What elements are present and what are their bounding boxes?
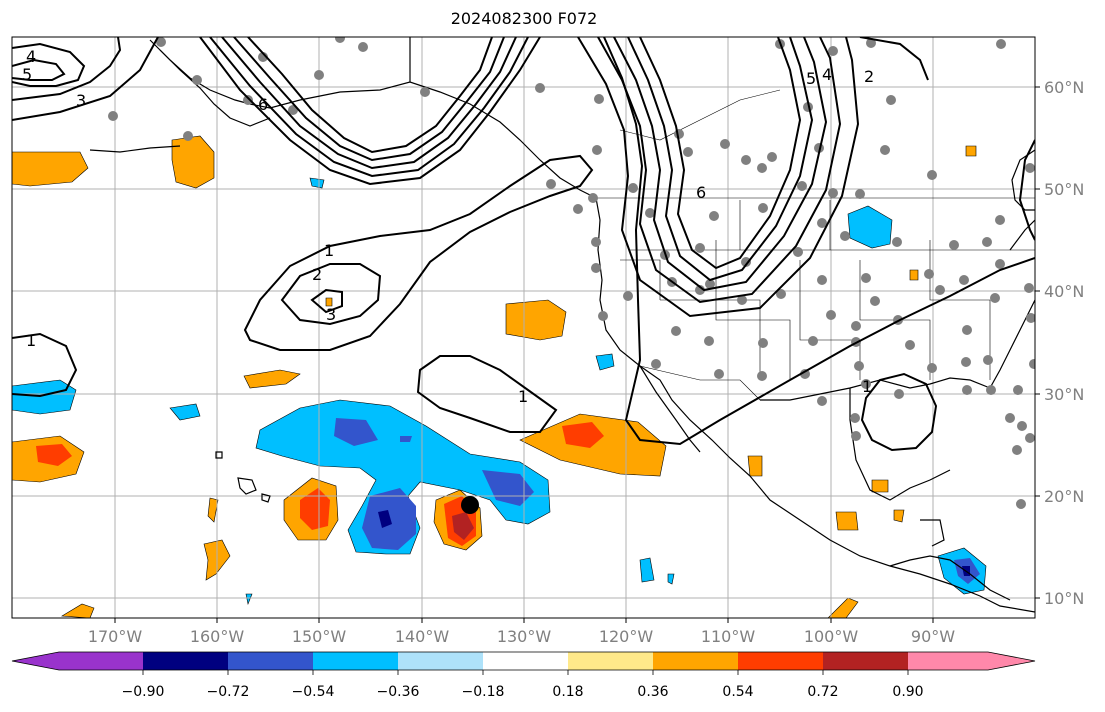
storm-position-marker — [461, 496, 479, 514]
lat-label: 60°N — [1044, 78, 1084, 97]
latitude-axis: 60°N 50°N 40°N 30°N 20°N 10°N — [1035, 78, 1084, 608]
lon-label: 90°W — [911, 627, 955, 646]
lon-label: 160°W — [190, 627, 245, 646]
contour-label: 6 — [258, 95, 268, 114]
colorbar-tick-label: 0.72 — [807, 684, 838, 700]
contour-label: 6 — [696, 183, 706, 202]
colorbar-tick-label: −0.54 — [292, 684, 335, 700]
contour-lines — [12, 37, 1035, 452]
colorbar-segment — [738, 652, 824, 670]
contour-label: 5 — [806, 69, 816, 88]
lat-label: 40°N — [1044, 282, 1084, 301]
colorbar: −0.90 −0.72 −0.54 −0.36 −0.18 0.18 0.36 … — [11, 651, 1036, 700]
graticule — [12, 37, 1035, 618]
colorbar-tick-label: −0.72 — [207, 684, 250, 700]
colorbar-tick-label: −0.90 — [122, 684, 165, 700]
lon-label: 130°W — [497, 627, 552, 646]
colorbar-tick-label: 0.36 — [637, 684, 668, 700]
colorbar-segment — [823, 652, 909, 670]
contour-label: 5 — [22, 65, 32, 84]
lat-label: 50°N — [1044, 180, 1084, 199]
colorbar-segment — [59, 652, 144, 670]
colorbar-tick-label: 0.54 — [722, 684, 753, 700]
contour-label: 1 — [324, 241, 334, 260]
colorbar-segment — [398, 652, 484, 670]
coastlines — [89, 37, 1035, 613]
contour-label: 2 — [312, 265, 322, 284]
contour-label: 3 — [326, 305, 336, 324]
colorbar-tick-label: 0.18 — [552, 684, 583, 700]
contour-label-group: 4 5 3 6 1 2 3 1 1 2 4 5 6 1 — [22, 47, 874, 406]
lon-label: 150°W — [292, 627, 347, 646]
colorbar-segment — [568, 652, 654, 670]
colorbar-segment — [987, 652, 1035, 670]
colorbar-tick-label: −0.36 — [377, 684, 420, 700]
contour-label: 3 — [76, 91, 86, 110]
colorbar-tick-label: 0.90 — [892, 684, 923, 700]
longitude-axis: 170°W 160°W 150°W 140°W 130°W 120°W 110°… — [88, 618, 955, 646]
contour-label: 1 — [518, 387, 528, 406]
colorbar-segment — [653, 652, 739, 670]
contour-label: 2 — [864, 67, 874, 86]
lon-label: 120°W — [599, 627, 654, 646]
colorbar-segment — [12, 652, 59, 670]
contour-label: 4 — [26, 47, 36, 66]
colorbar-tick-label: −0.18 — [462, 684, 505, 700]
lon-label: 140°W — [395, 627, 450, 646]
contour-label: 1 — [862, 377, 872, 396]
colorbar-segment — [483, 652, 569, 670]
lat-label: 10°N — [1044, 589, 1084, 608]
colorbar-segment — [143, 652, 229, 670]
lon-label: 100°W — [804, 627, 859, 646]
colorbar-segment — [908, 652, 988, 670]
lat-label: 30°N — [1044, 385, 1084, 404]
contour-label: 1 — [26, 331, 36, 350]
lon-label: 170°W — [88, 627, 143, 646]
colorbar-segment — [228, 652, 314, 670]
map-title: 2024082300 F072 — [450, 9, 598, 28]
lon-label: 110°W — [701, 627, 756, 646]
shaded-field — [12, 135, 987, 618]
lat-label: 20°N — [1044, 487, 1084, 506]
contour-label: 4 — [822, 65, 832, 84]
colorbar-segment — [313, 652, 399, 670]
